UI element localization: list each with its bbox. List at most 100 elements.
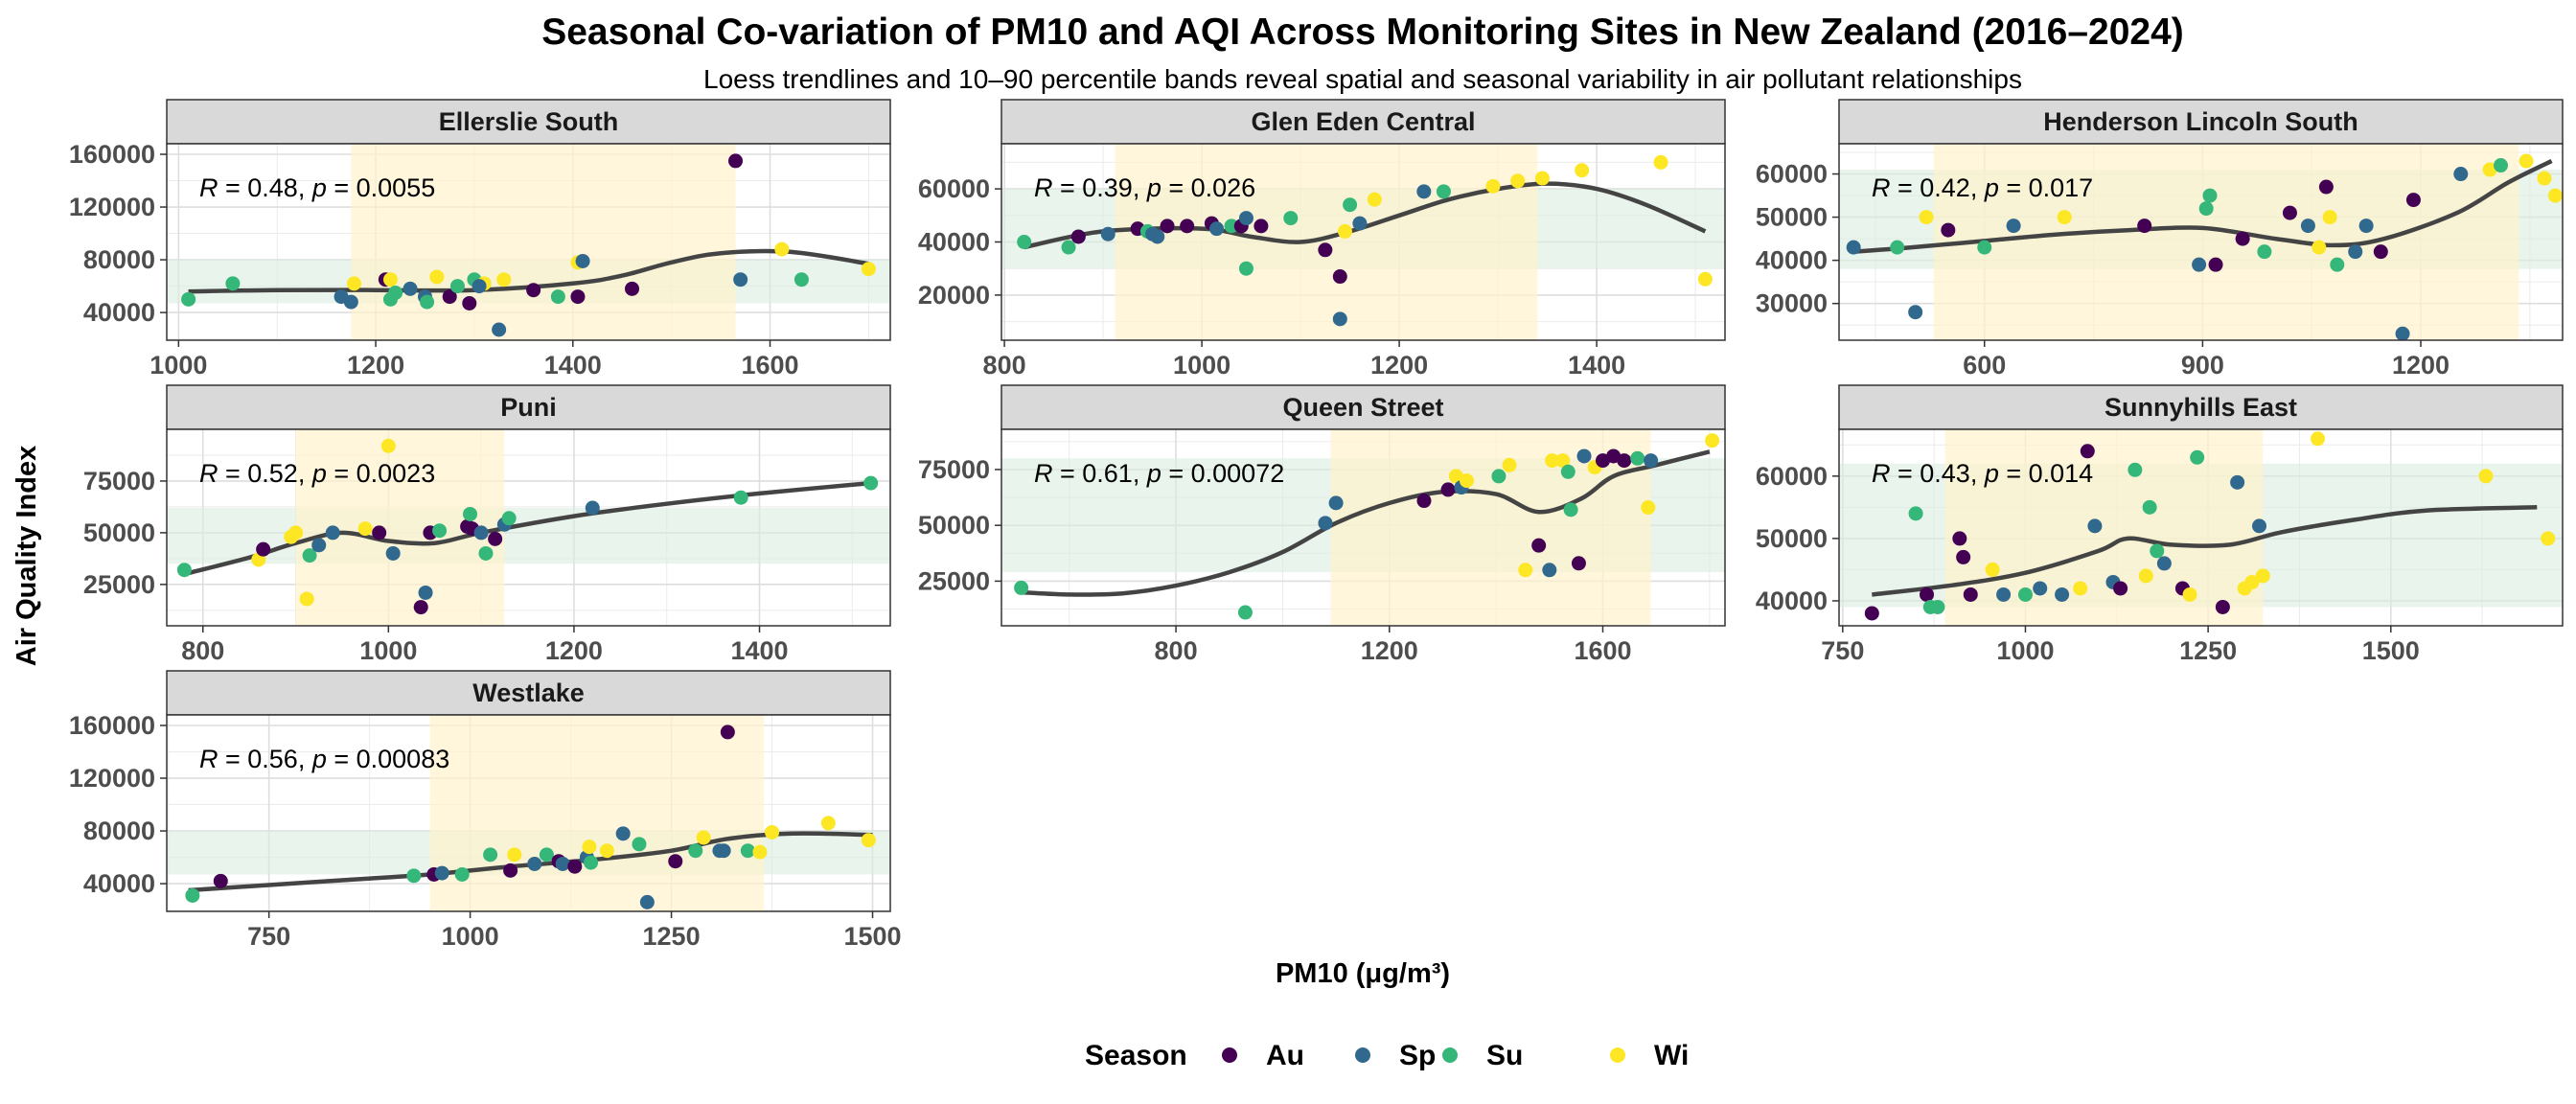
facet-strip-label: Westlake <box>472 678 585 707</box>
data-point-au <box>567 859 583 874</box>
data-point-au <box>728 153 744 169</box>
data-point-au <box>2208 257 2223 272</box>
data-point-au <box>1920 586 1935 602</box>
x-tick-label: 1600 <box>1574 636 1631 665</box>
legend: Season Au Sp Su Wi <box>1085 1040 1689 1071</box>
x-tick-label: 1200 <box>1370 351 1428 380</box>
facet-strip-label: Puni <box>500 393 557 422</box>
data-point-wi <box>774 242 790 257</box>
y-tick-label: 120000 <box>69 764 155 793</box>
facet-strip-label: Ellerslie South <box>439 107 619 136</box>
data-point-au <box>1531 538 1547 553</box>
data-point-su <box>225 276 241 291</box>
data-point-au <box>720 724 735 740</box>
panel-border <box>166 428 891 627</box>
data-point-wi <box>2182 586 2197 602</box>
data-point-wi <box>1502 457 1517 472</box>
data-point-sp <box>385 545 401 561</box>
data-point-au <box>1963 586 1978 602</box>
data-point-su <box>1224 218 1239 234</box>
data-point-wi <box>696 830 711 845</box>
data-point-sp <box>492 322 507 337</box>
panel-border <box>166 143 891 341</box>
data-point-sp <box>527 856 542 871</box>
facet-strip <box>166 99 891 145</box>
data-point-su <box>2150 543 2165 559</box>
data-point-wi <box>2073 581 2088 596</box>
data-point-au <box>1180 218 1195 234</box>
data-point-sp <box>2033 581 2048 596</box>
data-point-su <box>688 843 703 859</box>
data-point-su <box>478 545 494 561</box>
data-point-wi <box>2322 210 2337 225</box>
correlation-annotation: R = 0.48, p = 0.0055 <box>199 173 435 202</box>
data-point-wi <box>1460 473 1475 489</box>
data-point-wi <box>1919 210 1934 225</box>
x-tick-label: 600 <box>1963 351 2006 380</box>
facet-strip-label: Glen Eden Central <box>1251 107 1475 136</box>
data-point-au <box>2113 581 2128 596</box>
panel-border <box>1838 143 2564 341</box>
data-point-sp <box>2348 244 2363 260</box>
y-tick-label: 50000 <box>83 518 155 547</box>
loess-trendline <box>1021 449 1711 597</box>
data-point-su <box>1237 605 1253 620</box>
correlation-annotation: R = 0.39, p = 0.026 <box>1034 173 1255 202</box>
data-point-su <box>863 475 879 491</box>
data-point-sp <box>418 585 433 600</box>
data-point-su <box>550 289 565 305</box>
data-point-wi <box>2255 568 2270 584</box>
data-point-sp <box>402 281 418 296</box>
data-point-au <box>503 862 518 878</box>
y-tick-label: 25000 <box>83 570 155 599</box>
data-point-au <box>526 283 541 298</box>
data-point-su <box>1930 599 1945 614</box>
y-tick-label: 160000 <box>69 140 155 169</box>
data-point-au <box>1318 242 1333 258</box>
loess-trendline <box>1853 158 2553 254</box>
data-point-su <box>733 490 748 505</box>
data-point-sp <box>575 253 590 268</box>
data-point-su <box>2017 586 2033 602</box>
data-point-su <box>1061 240 1076 255</box>
y-tick-label: 160000 <box>69 711 155 740</box>
data-point-su <box>632 837 647 852</box>
correlation-annotation: R = 0.61, p = 0.00072 <box>1034 459 1284 488</box>
x-tick-label: 1500 <box>2362 636 2420 665</box>
data-point-au <box>1864 606 1879 621</box>
data-point-au <box>1617 453 1632 469</box>
data-point-su <box>2198 201 2214 217</box>
data-point-sp <box>1328 495 1344 511</box>
data-point-au <box>2373 244 2388 260</box>
data-point-wi <box>299 591 314 607</box>
x-tick-label: 750 <box>1821 636 1864 665</box>
panel-ellerslie-south: Ellerslie South R = 0.48, p = 0.0055 1000 1… <box>69 99 891 380</box>
loess-trendline <box>183 480 871 577</box>
data-point-su <box>185 887 200 903</box>
data-point-wi <box>2311 431 2326 447</box>
x-tick-label: 1250 <box>643 922 701 951</box>
correlation-annotation: R = 0.42, p = 0.017 <box>1872 173 2093 202</box>
data-point-su <box>483 847 498 862</box>
legend-key-sp <box>1355 1047 1370 1063</box>
legend-key-au <box>1222 1047 1237 1063</box>
data-point-wi <box>2478 469 2494 484</box>
data-point-wi <box>2547 188 2563 203</box>
facet-panels: Ellerslie South R = 0.48, p = 0.0055 1000 1… <box>69 99 2564 951</box>
legend-key-wi <box>1610 1047 1625 1063</box>
data-point-su <box>406 868 422 884</box>
data-point-su <box>539 847 554 862</box>
data-point-sp <box>2358 218 2374 234</box>
x-percentile-band <box>351 144 736 340</box>
data-point-wi <box>1985 562 2000 577</box>
facet-strip <box>166 670 891 716</box>
data-point-su <box>2494 158 2509 173</box>
data-point-sp <box>716 843 731 859</box>
data-point-wi <box>752 844 768 860</box>
data-point-sp <box>1332 311 1347 327</box>
x-tick-label: 1200 <box>545 636 603 665</box>
legend-title: Season <box>1085 1040 1187 1071</box>
data-point-wi <box>382 272 398 288</box>
panel-glen-eden-central: Glen Eden Central R = 0.39, p = 0.026 800 1… <box>918 99 1726 380</box>
data-point-su <box>454 866 470 882</box>
